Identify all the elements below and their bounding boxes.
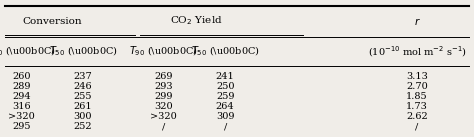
Text: >320: >320 (150, 112, 177, 121)
Text: 246: 246 (73, 82, 92, 91)
Text: 250: 250 (216, 82, 235, 91)
Text: 260: 260 (12, 72, 31, 81)
Text: CO$_2$ Yield: CO$_2$ Yield (170, 15, 223, 27)
Text: 2.62: 2.62 (406, 112, 428, 121)
Text: 1.73: 1.73 (406, 102, 428, 111)
Text: 295: 295 (12, 122, 31, 132)
Text: 299: 299 (154, 92, 173, 101)
Text: 241: 241 (216, 72, 235, 81)
Text: $T_{50}$ (\u00b0C): $T_{50}$ (\u00b0C) (48, 44, 118, 58)
Text: 300: 300 (73, 112, 92, 121)
Text: 269: 269 (154, 72, 173, 81)
Text: 293: 293 (154, 82, 173, 91)
Text: 2.70: 2.70 (406, 82, 428, 91)
Text: $T_{90}$ (\u00b0C): $T_{90}$ (\u00b0C) (0, 44, 56, 58)
Text: 252: 252 (73, 122, 92, 132)
Text: 237: 237 (73, 72, 92, 81)
Text: 294: 294 (12, 92, 31, 101)
Text: 255: 255 (73, 92, 92, 101)
Text: 309: 309 (216, 112, 235, 121)
Text: 3.13: 3.13 (406, 72, 428, 81)
Text: 261: 261 (73, 102, 92, 111)
Text: >320: >320 (8, 112, 35, 121)
Text: $r$: $r$ (414, 15, 420, 26)
Text: 320: 320 (154, 102, 173, 111)
Text: $T_{90}$ (\u00b0C): $T_{90}$ (\u00b0C) (129, 44, 198, 58)
Text: Conversion: Conversion (22, 16, 82, 25)
Text: 264: 264 (216, 102, 235, 111)
Text: /: / (416, 122, 419, 132)
Text: /: / (162, 122, 165, 132)
Text: (10$^{-10}$ mol m$^{-2}$ s$^{-1}$): (10$^{-10}$ mol m$^{-2}$ s$^{-1}$) (368, 44, 466, 58)
Text: 1.85: 1.85 (406, 92, 428, 101)
Text: /: / (224, 122, 227, 132)
Text: 289: 289 (12, 82, 31, 91)
Text: 316: 316 (12, 102, 31, 111)
Text: 259: 259 (216, 92, 235, 101)
Text: $T_{50}$ (\u00b0C): $T_{50}$ (\u00b0C) (191, 44, 260, 58)
